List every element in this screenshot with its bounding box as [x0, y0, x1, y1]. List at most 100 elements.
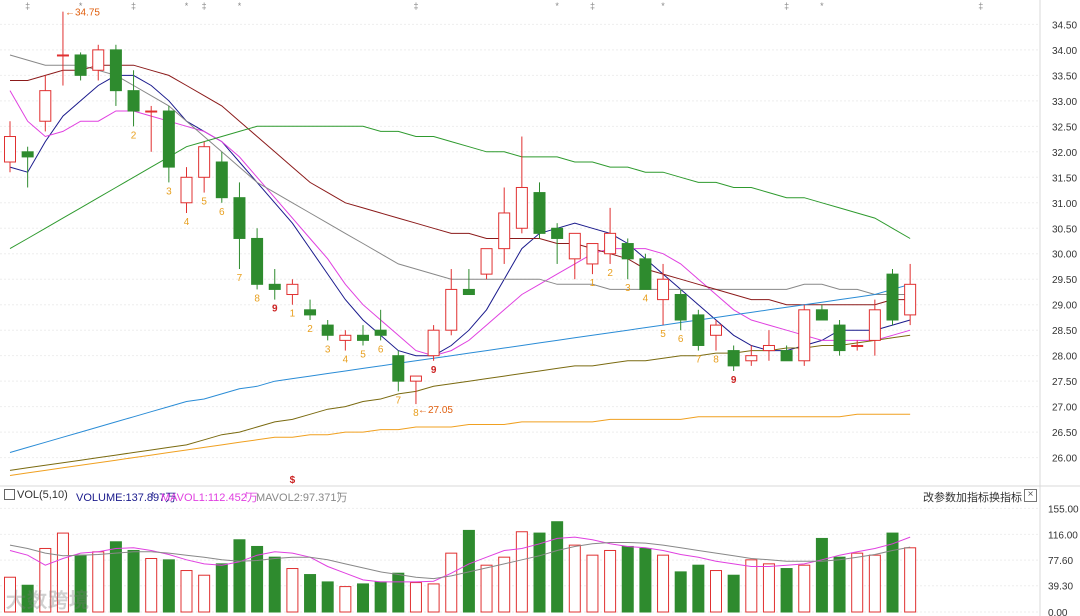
candle-body-down: [886, 273, 899, 321]
volume-bar: [21, 584, 34, 613]
candle-body-down: [621, 243, 634, 260]
candlestick[interactable]: [533, 182, 546, 239]
volume-bar: [215, 563, 228, 613]
candlestick[interactable]: [427, 325, 440, 361]
mavol2-line: [9, 542, 911, 580]
candle-body-down: [109, 49, 122, 92]
volume-bar: [233, 539, 246, 613]
candlestick[interactable]: [286, 279, 299, 305]
candlestick[interactable]: [162, 105, 175, 183]
candlestick[interactable]: [392, 350, 405, 392]
candlestick[interactable]: [39, 75, 52, 132]
price-tick-label: 26.00: [1052, 454, 1077, 465]
candle-body-up: [409, 375, 422, 382]
top-event-marker[interactable]: ‡: [25, 1, 30, 11]
candlestick[interactable]: [480, 248, 493, 280]
candlestick[interactable]: [339, 330, 352, 351]
candle-body-down: [815, 309, 828, 321]
candlestick[interactable]: [198, 141, 211, 193]
candlestick[interactable]: [815, 304, 828, 321]
volume-bar: [621, 545, 634, 613]
candlestick[interactable]: [180, 167, 193, 213]
candlestick[interactable]: [409, 375, 422, 405]
candlestick[interactable]: [515, 136, 528, 234]
candlestick[interactable]: [321, 320, 334, 341]
volume-bar: [762, 563, 775, 613]
candlestick[interactable]: [498, 187, 511, 264]
price-tick-label: 34.00: [1052, 46, 1077, 57]
volume-tick-label: 77.60: [1048, 556, 1073, 567]
candlestick[interactable]: [92, 44, 105, 81]
candlestick[interactable]: [886, 269, 899, 326]
candlestick[interactable]: [868, 299, 881, 356]
top-event-marker[interactable]: *: [185, 1, 189, 11]
top-event-marker[interactable]: ‡: [978, 1, 983, 11]
candle-body-down: [127, 90, 140, 112]
top-event-marker[interactable]: ‡: [784, 1, 789, 11]
candlestick[interactable]: [851, 340, 864, 351]
top-event-marker[interactable]: ‡: [202, 1, 207, 11]
candlestick[interactable]: [639, 253, 652, 290]
candlestick[interactable]: [304, 299, 317, 320]
top-event-marker[interactable]: ‡: [131, 1, 136, 11]
candlestick[interactable]: [4, 121, 16, 173]
top-event-marker[interactable]: *: [555, 1, 559, 11]
mavol1-up-arrow-icon: ↑: [244, 489, 250, 501]
add-indicator-button[interactable]: 加指标: [956, 492, 989, 504]
candlestick[interactable]: [780, 345, 793, 362]
candlestick[interactable]: [109, 44, 122, 106]
volume-bar: [268, 556, 281, 613]
volume-bar: [568, 544, 581, 613]
candlestick[interactable]: [56, 11, 69, 86]
candle-body-up: [180, 176, 193, 204]
close-icon[interactable]: ×: [1024, 489, 1037, 502]
top-event-markers[interactable]: ‡ * ‡ * ‡ * ‡ * ‡ * ‡ * ‡: [25, 1, 983, 11]
candlestick[interactable]: [692, 309, 705, 351]
indicator-name[interactable]: VOL(5,10): [17, 489, 68, 501]
volume-bar: [586, 554, 599, 613]
td-sequence-label: 7: [396, 395, 402, 406]
candlestick[interactable]: [798, 304, 811, 366]
top-event-marker[interactable]: ‡: [413, 1, 418, 11]
candlestick[interactable]: [710, 320, 722, 351]
candle-body-up: [480, 248, 493, 275]
indicator-menu-icon[interactable]: [4, 489, 15, 500]
candlestick[interactable]: [215, 151, 228, 203]
candlestick[interactable]: [251, 228, 264, 290]
top-event-marker[interactable]: ‡: [590, 1, 595, 11]
candlestick[interactable]: [268, 269, 281, 300]
price-annotations: ←34.75 ←27.05 $: [65, 8, 453, 486]
candlestick[interactable]: [621, 238, 634, 280]
candlestick[interactable]: [904, 263, 917, 326]
candlestick[interactable]: [604, 207, 617, 264]
candlestick[interactable]: [74, 52, 87, 81]
edit-params-button[interactable]: 改参数: [923, 492, 956, 504]
candlestick[interactable]: [762, 330, 775, 361]
candlestick[interactable]: [445, 269, 458, 336]
mavol1-value: MAVOL1:112.452万: [161, 492, 258, 504]
candlestick[interactable]: [145, 105, 158, 152]
candlestick[interactable]: [233, 182, 246, 270]
switch-indicator-button[interactable]: 换指标: [989, 492, 1022, 504]
candlestick[interactable]: [374, 309, 387, 341]
candlestick[interactable]: [551, 223, 564, 264]
volume-up-arrow-icon: ↑: [150, 489, 156, 501]
dollar-marker[interactable]: $: [290, 475, 296, 486]
moving-average-line-3: [9, 54, 911, 295]
top-event-marker[interactable]: *: [820, 1, 824, 11]
candlestick[interactable]: [727, 345, 740, 371]
candlestick[interactable]: [568, 232, 581, 280]
candlestick[interactable]: [462, 269, 475, 296]
top-event-marker[interactable]: *: [238, 1, 242, 11]
candlestick[interactable]: [674, 289, 687, 331]
top-event-marker[interactable]: *: [661, 1, 665, 11]
candlestick[interactable]: [127, 70, 140, 127]
candlestick[interactable]: [657, 263, 670, 326]
top-event-marker[interactable]: *: [79, 1, 83, 11]
candlestick[interactable]: [21, 146, 34, 188]
candlestick[interactable]: [586, 243, 599, 275]
candlestick[interactable]: [833, 320, 846, 356]
candlestick[interactable]: [357, 325, 369, 346]
candlestick[interactable]: [745, 345, 758, 366]
